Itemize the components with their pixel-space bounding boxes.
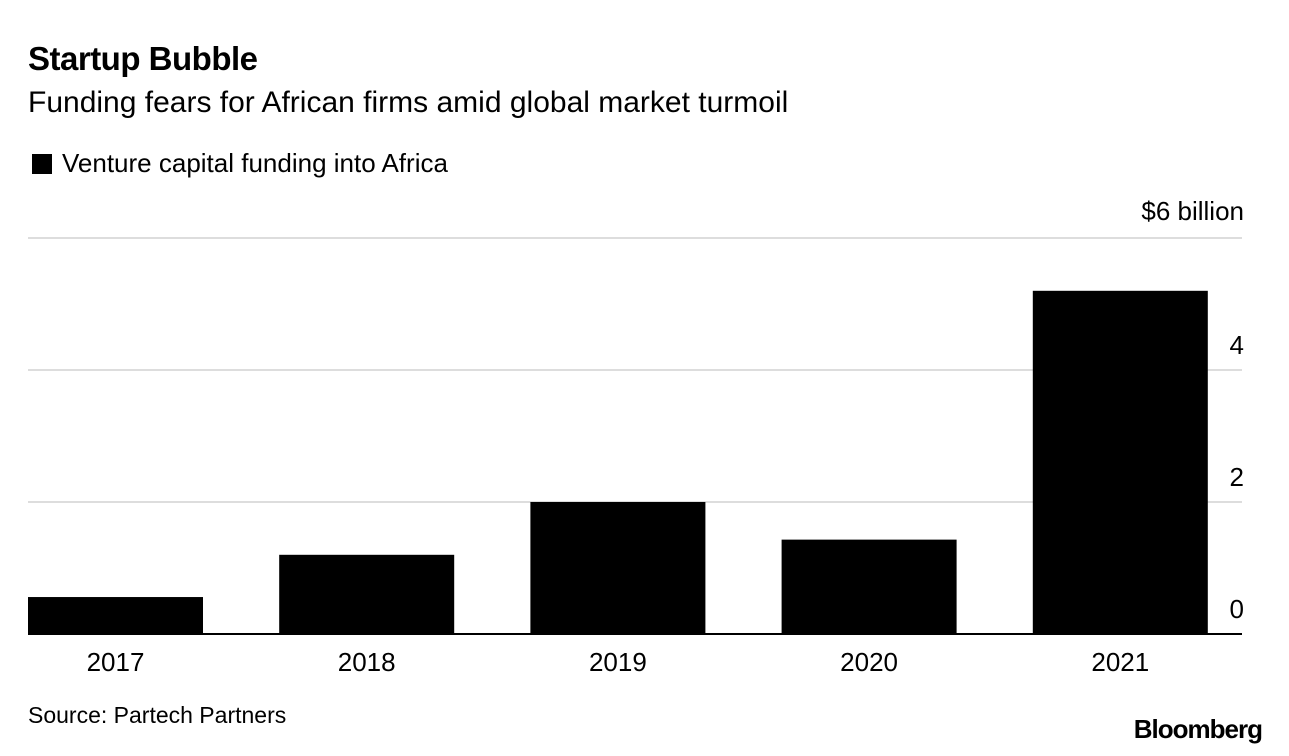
legend-label: Venture capital funding into Africa [62,148,448,178]
y-tick-label-6: $6 billion [1141,196,1244,226]
x-tick-label-2017: 2017 [87,647,145,677]
bar-2019 [530,502,706,634]
chart-subtitle: Funding fears for African firms amid glo… [28,86,789,119]
x-tick-label-2021: 2021 [1091,647,1149,677]
bloomberg-logo: Bloomberg [1133,714,1263,744]
bar-2017 [28,597,203,634]
x-tick-label-2018: 2018 [338,647,396,677]
bar-2018 [279,554,455,634]
x-tick-label-2020: 2020 [840,647,898,677]
bar-2021 [1032,290,1208,634]
chart-title: Startup Bubble [28,40,258,77]
legend-swatch [32,153,52,174]
y-tick-label-0: 0 [1230,594,1244,624]
y-tick-label-4: 4 [1230,330,1244,360]
y-tick-label-2: 2 [1230,462,1244,492]
legend: Venture capital funding into Africa [32,148,448,179]
x-tick-label-2019: 2019 [589,647,647,677]
bar-2020 [781,539,957,634]
source-note: Source: Partech Partners [28,702,287,728]
